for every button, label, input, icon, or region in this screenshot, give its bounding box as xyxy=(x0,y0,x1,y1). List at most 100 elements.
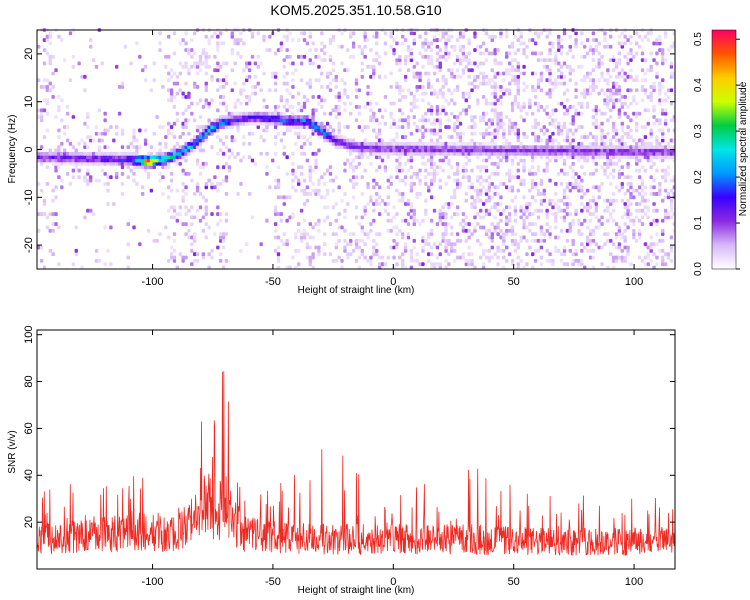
spectrogram-cell xyxy=(542,131,546,136)
spectrogram-cell xyxy=(120,182,125,186)
spectrogram-cell xyxy=(467,51,471,56)
spectrogram-cell xyxy=(184,151,188,156)
spectrogram-cell xyxy=(366,141,370,146)
spectrogram-cell xyxy=(418,178,422,183)
spectrogram-cell xyxy=(545,34,549,39)
spectrogram-cell xyxy=(37,108,41,113)
spectrogram-cell xyxy=(412,115,416,119)
spectrogram-cell xyxy=(513,175,518,180)
spectrogram-cell xyxy=(568,228,572,233)
spectrogram-cell xyxy=(395,158,399,163)
spectrogram-cell xyxy=(427,84,431,89)
spectrogram-cell xyxy=(432,38,437,42)
spectrogram-cell xyxy=(635,148,639,153)
spectrogram-cell xyxy=(190,138,194,143)
spectrogram-cell xyxy=(499,95,503,99)
spectrogram-cell xyxy=(375,252,379,257)
spectrogram-cell xyxy=(268,121,272,126)
spectrogram-cell xyxy=(574,208,578,213)
spectrogram-cell xyxy=(435,108,440,113)
spectrogram-cell xyxy=(320,125,324,129)
spectrogram-cell xyxy=(444,51,448,56)
spectrogram-cell xyxy=(444,48,448,53)
spectrogram-cell xyxy=(479,175,483,180)
spectrogram-cell xyxy=(271,111,275,116)
spectrogram-cell xyxy=(507,125,512,129)
spectrogram-cell xyxy=(60,178,64,183)
spectrogram-cell xyxy=(190,215,194,220)
spectrogram-cell xyxy=(571,168,575,173)
spectrogram-cell xyxy=(86,182,90,186)
spectrogram-cell xyxy=(242,111,246,116)
spectrogram-cell xyxy=(565,212,570,216)
spectrogram-cell xyxy=(302,115,307,119)
colorbar-tick-label: 0.5 xyxy=(693,32,704,46)
spectrogram-cell xyxy=(242,115,246,119)
spectrogram-cell xyxy=(536,208,541,213)
spectrogram-cell xyxy=(629,145,633,150)
spectrogram-cell xyxy=(484,101,489,106)
spectrogram-cell xyxy=(377,138,382,143)
spectrogram-cell xyxy=(424,208,428,213)
spectrogram-cell xyxy=(447,34,451,39)
spectrogram-cell xyxy=(308,84,312,89)
spectrogram-cell xyxy=(190,145,194,150)
spectrogram-cell xyxy=(632,78,636,83)
spectrogram-cell xyxy=(343,138,347,143)
spectrogram-cell xyxy=(661,151,665,156)
spectrogram-cell xyxy=(635,41,639,46)
spectrogram-cell xyxy=(80,161,84,166)
spectrogram-cell xyxy=(146,175,151,180)
spectrogram-cell xyxy=(522,218,526,223)
spectrogram-cell xyxy=(198,205,203,210)
spectrogram-cell xyxy=(614,245,619,250)
spectrogram-cell xyxy=(366,202,370,206)
spectrogram-cell xyxy=(230,34,234,39)
spectrogram-cell xyxy=(444,111,448,116)
spectrogram-cell xyxy=(663,155,668,160)
spectrogram-cell xyxy=(97,158,102,163)
spectrogram-cell xyxy=(354,205,359,210)
spectrogram-cell xyxy=(167,98,171,103)
spectrogram-cell xyxy=(525,145,529,150)
spectrogram-cell xyxy=(354,118,359,123)
spectrogram-cell xyxy=(398,98,402,103)
spectrogram-cell xyxy=(453,171,457,176)
spectrogram-cell xyxy=(204,101,208,106)
spectrogram-cell xyxy=(453,192,457,196)
spectrogram-cell xyxy=(435,138,440,143)
spectrogram-cell xyxy=(525,135,529,140)
spectrogram-cell xyxy=(484,188,489,193)
spectrogram-cell xyxy=(510,74,515,79)
spectrogram-cell xyxy=(239,31,243,36)
spectrogram-cell xyxy=(432,151,437,156)
spectrogram-cell xyxy=(496,121,500,126)
spectrogram-cell xyxy=(386,185,390,190)
spectrogram-cell xyxy=(637,232,642,237)
spectrogram-cell xyxy=(253,111,258,116)
spectrogram-cell xyxy=(600,74,604,79)
spectrogram-cell xyxy=(516,145,520,150)
spectrogram-cell xyxy=(464,151,468,156)
spectrogram-cell xyxy=(516,61,520,66)
spectrogram-cell xyxy=(305,121,310,126)
spectrogram-cell xyxy=(377,195,382,200)
spectrogram-cell xyxy=(635,128,639,133)
spectrogram-cell xyxy=(606,218,610,223)
spectrogram-cell xyxy=(60,151,64,156)
spectrogram-cell xyxy=(193,232,197,237)
spectrogram-cell xyxy=(455,212,460,216)
spectrogram-cell xyxy=(429,148,434,153)
spectrogram-cell xyxy=(94,125,99,129)
spectrogram-cell xyxy=(444,248,448,253)
spectrogram-cell xyxy=(565,171,570,176)
spectrogram-cell xyxy=(299,135,304,140)
spectrogram-cell xyxy=(126,151,130,156)
spectrogram-cell xyxy=(554,148,558,153)
spectrogram-cell xyxy=(580,151,584,156)
spectrogram-cell xyxy=(377,141,382,146)
spectrogram-cell xyxy=(574,41,578,46)
spectrogram-cell xyxy=(528,222,532,227)
spectrogram-cell xyxy=(539,151,544,156)
spectrogram-cell xyxy=(533,258,538,263)
